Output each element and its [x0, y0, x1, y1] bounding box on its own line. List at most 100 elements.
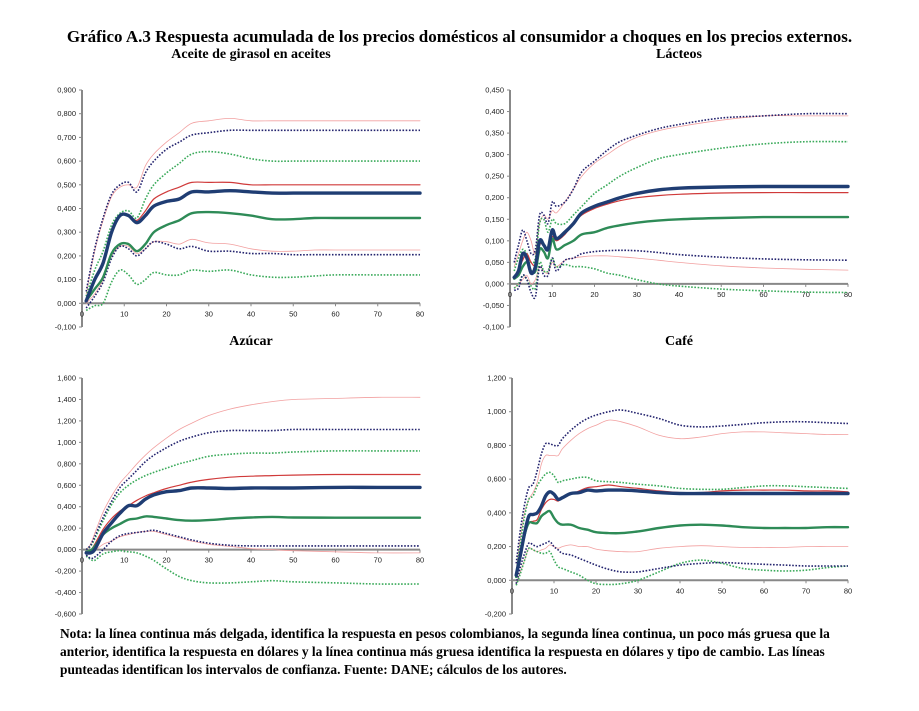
series-line-dolares: [515, 509, 850, 579]
x-tick-label: 80: [844, 586, 852, 595]
x-tick-label: 60: [331, 309, 339, 318]
x-tick-label: 80: [844, 290, 852, 299]
y-tick-label: 0,200: [487, 542, 506, 551]
x-tick-label: 10: [120, 309, 128, 318]
series-line-pesos-ci-lower: [515, 544, 849, 585]
y-tick-label: -0,200: [485, 610, 506, 619]
series-line-dolares-tc-ci-lower: [515, 540, 848, 584]
x-tick-label: 20: [162, 556, 170, 565]
x-tick-label: 70: [802, 290, 810, 299]
y-tick-label: 0,400: [57, 204, 76, 213]
y-tick-label: 0,050: [485, 258, 504, 267]
series-line-dolares-ci-lower: [85, 269, 420, 312]
y-tick-label: 0,300: [57, 228, 76, 237]
y-tick-label: 1,000: [57, 438, 76, 447]
y-tick-label: 1,600: [57, 374, 76, 383]
x-tick-label: 40: [247, 556, 255, 565]
y-tick-label: 1,000: [487, 407, 506, 416]
x-tick-label: 20: [592, 586, 600, 595]
series-line-dolares-tc-ci-upper: [515, 409, 849, 564]
series-line-dolares-ci-lower: [513, 257, 849, 294]
y-tick-label: 1,400: [57, 395, 76, 404]
x-tick-label: 0: [80, 309, 84, 318]
series-line-pesos-ci-lower: [85, 530, 421, 554]
y-tick-label: 0,900: [57, 86, 76, 95]
series-line-dolares-ci-lower: [85, 549, 421, 585]
series-line-dolares-tc-ci-upper: [85, 428, 420, 551]
y-tick-label: -0,050: [483, 301, 504, 310]
y-tick-label: 0,400: [485, 107, 504, 116]
y-tick-label: 0,600: [57, 481, 76, 490]
y-tick-label: 0,600: [487, 475, 506, 484]
y-tick-label: 0,000: [57, 545, 76, 554]
y-tick-label: 0,450: [485, 86, 504, 95]
series-line-dolares-tc: [512, 184, 850, 280]
x-tick-label: 40: [675, 290, 683, 299]
series-line-dolares-tc: [84, 189, 422, 303]
series-line-pesos-ci-upper: [515, 419, 849, 571]
figure-note: Nota: la línea continua más delgada, ide…: [60, 626, 830, 677]
series-line-pesos-ci-upper: [85, 118, 421, 295]
series-line-pesos-ci-lower: [85, 238, 421, 304]
x-tick-label: 50: [718, 586, 726, 595]
series-line-dolares-tc-ci-lower: [85, 240, 420, 309]
x-tick-label: 30: [205, 556, 213, 565]
y-tick-label: 0,250: [485, 172, 504, 181]
y-tick-label: 0,100: [485, 236, 504, 245]
y-tick-label: 0,000: [487, 576, 506, 585]
x-tick-label: 50: [717, 290, 725, 299]
y-tick-label: 0,150: [485, 215, 504, 224]
x-tick-label: 60: [759, 290, 767, 299]
x-tick-label: 80: [416, 556, 424, 565]
y-tick-label: 1,200: [57, 416, 76, 425]
x-tick-label: 30: [205, 309, 213, 318]
series-line-pesos: [515, 484, 849, 575]
series-line-dolares-ci-upper: [85, 150, 420, 297]
panel-title-lacteos: Lácteos: [656, 47, 702, 62]
x-tick-label: 40: [247, 309, 255, 318]
x-tick-label: 70: [802, 586, 810, 595]
x-tick-label: 60: [331, 556, 339, 565]
series-line-dolares-tc: [84, 485, 422, 555]
x-tick-label: 70: [374, 556, 382, 565]
x-tick-label: 0: [510, 586, 514, 595]
panel-title-cafe: Café: [665, 334, 693, 349]
y-tick-label: 0,500: [57, 180, 76, 189]
series-line-dolares-tc-ci-lower: [85, 529, 420, 560]
y-tick-label: 0,400: [487, 508, 506, 517]
series-line-dolares-ci-upper: [515, 471, 849, 573]
y-tick-label: 0,700: [57, 133, 76, 142]
y-tick-label: 1,200: [487, 374, 506, 383]
panel-title-azucar: Azúcar: [229, 334, 273, 349]
x-tick-label: 50: [289, 556, 297, 565]
y-tick-label: 0,800: [487, 441, 506, 450]
y-tick-label: 0,200: [485, 193, 504, 202]
y-tick-label: 0,100: [57, 275, 76, 284]
x-tick-label: 0: [80, 556, 84, 565]
y-tick-label: -0,400: [55, 588, 76, 597]
x-tick-label: 50: [289, 309, 297, 318]
y-tick-label: 0,600: [57, 157, 76, 166]
x-tick-label: 40: [676, 586, 684, 595]
x-tick-label: 80: [416, 309, 424, 318]
series-line-dolares-ci-lower: [515, 546, 849, 586]
y-tick-label: 0,300: [485, 150, 504, 159]
x-tick-label: 10: [550, 586, 558, 595]
y-tick-label: 0,200: [57, 524, 76, 533]
x-tick-label: 70: [374, 309, 382, 318]
series-line-pesos-ci-upper: [513, 115, 849, 268]
series-line-pesos-ci-upper: [85, 396, 421, 550]
y-tick-label: 0,000: [57, 299, 76, 308]
y-tick-label: -0,200: [55, 567, 76, 576]
figure-title: Gráfico A.3 Respuesta acumulada de los p…: [66, 27, 853, 46]
y-tick-label: -0,100: [483, 323, 504, 332]
x-tick-label: 10: [548, 290, 556, 299]
series-line-dolares-tc-ci-upper: [513, 112, 849, 263]
y-tick-label: 0,350: [485, 129, 504, 138]
y-tick-label: 0,000: [485, 279, 504, 288]
y-tick-label: -0,600: [55, 610, 76, 619]
series-line-pesos: [85, 473, 421, 553]
